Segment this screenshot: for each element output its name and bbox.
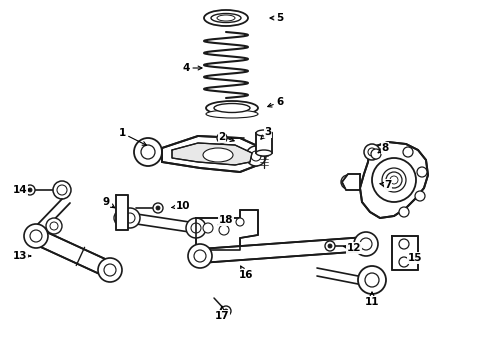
Circle shape xyxy=(153,203,163,213)
Circle shape xyxy=(363,144,379,160)
Circle shape xyxy=(370,149,380,159)
Text: 7: 7 xyxy=(379,180,391,190)
Circle shape xyxy=(398,207,408,217)
Circle shape xyxy=(194,250,205,262)
Circle shape xyxy=(217,133,226,143)
Ellipse shape xyxy=(217,15,235,21)
Circle shape xyxy=(325,241,334,251)
Circle shape xyxy=(118,214,126,222)
Circle shape xyxy=(50,222,58,230)
Circle shape xyxy=(187,244,212,268)
Circle shape xyxy=(134,138,162,166)
Text: 8: 8 xyxy=(377,143,388,153)
Circle shape xyxy=(53,181,71,199)
Polygon shape xyxy=(199,237,366,263)
Polygon shape xyxy=(196,210,258,250)
Polygon shape xyxy=(33,229,113,277)
Circle shape xyxy=(25,185,35,195)
Text: 12: 12 xyxy=(343,243,361,253)
Circle shape xyxy=(98,258,122,282)
Circle shape xyxy=(398,257,408,267)
Polygon shape xyxy=(116,195,128,230)
Circle shape xyxy=(104,264,116,276)
Polygon shape xyxy=(341,174,359,190)
Text: 13: 13 xyxy=(13,251,31,261)
Circle shape xyxy=(141,145,155,159)
Polygon shape xyxy=(391,236,417,270)
Circle shape xyxy=(353,232,377,256)
Circle shape xyxy=(340,175,354,189)
Text: 14: 14 xyxy=(13,185,29,195)
Text: 5: 5 xyxy=(269,13,283,23)
Circle shape xyxy=(125,213,135,223)
Polygon shape xyxy=(162,136,262,172)
Circle shape xyxy=(414,191,424,201)
Ellipse shape xyxy=(203,10,247,26)
Circle shape xyxy=(185,218,205,238)
Polygon shape xyxy=(359,142,427,218)
Text: 11: 11 xyxy=(364,292,379,307)
Circle shape xyxy=(359,238,371,250)
Ellipse shape xyxy=(203,148,232,162)
Circle shape xyxy=(385,172,401,188)
Circle shape xyxy=(367,148,375,156)
Text: 15: 15 xyxy=(407,253,421,263)
Circle shape xyxy=(219,225,228,235)
Circle shape xyxy=(416,167,426,177)
Ellipse shape xyxy=(210,13,241,22)
Text: 9: 9 xyxy=(102,197,114,208)
Circle shape xyxy=(28,188,32,192)
Circle shape xyxy=(30,230,42,242)
Circle shape xyxy=(221,306,230,316)
Text: 18: 18 xyxy=(218,215,233,225)
Circle shape xyxy=(191,223,201,233)
Circle shape xyxy=(24,224,48,248)
Text: 6: 6 xyxy=(267,97,283,107)
Ellipse shape xyxy=(205,101,258,115)
Circle shape xyxy=(236,218,244,226)
Circle shape xyxy=(114,210,130,226)
Ellipse shape xyxy=(214,104,249,112)
Ellipse shape xyxy=(205,110,258,118)
Text: 2: 2 xyxy=(218,132,234,142)
Text: 10: 10 xyxy=(171,201,190,211)
Circle shape xyxy=(357,266,385,294)
Circle shape xyxy=(220,136,224,140)
Circle shape xyxy=(371,158,415,202)
Circle shape xyxy=(203,223,213,233)
Circle shape xyxy=(398,239,408,249)
Circle shape xyxy=(245,146,265,166)
Polygon shape xyxy=(172,143,251,165)
Text: 3: 3 xyxy=(260,127,271,139)
Circle shape xyxy=(381,168,405,192)
Circle shape xyxy=(224,309,227,313)
Circle shape xyxy=(120,208,140,228)
Circle shape xyxy=(402,147,412,157)
Circle shape xyxy=(250,151,261,161)
Polygon shape xyxy=(256,133,271,153)
Ellipse shape xyxy=(256,150,271,156)
Circle shape xyxy=(364,273,378,287)
Circle shape xyxy=(156,206,160,210)
Text: 1: 1 xyxy=(118,128,146,145)
Circle shape xyxy=(327,244,331,248)
Circle shape xyxy=(389,176,397,184)
Text: 4: 4 xyxy=(182,63,202,73)
Circle shape xyxy=(46,218,62,234)
Circle shape xyxy=(344,179,351,185)
Text: 17: 17 xyxy=(214,306,229,321)
Circle shape xyxy=(57,185,67,195)
Ellipse shape xyxy=(256,130,271,136)
Text: 16: 16 xyxy=(238,266,253,280)
